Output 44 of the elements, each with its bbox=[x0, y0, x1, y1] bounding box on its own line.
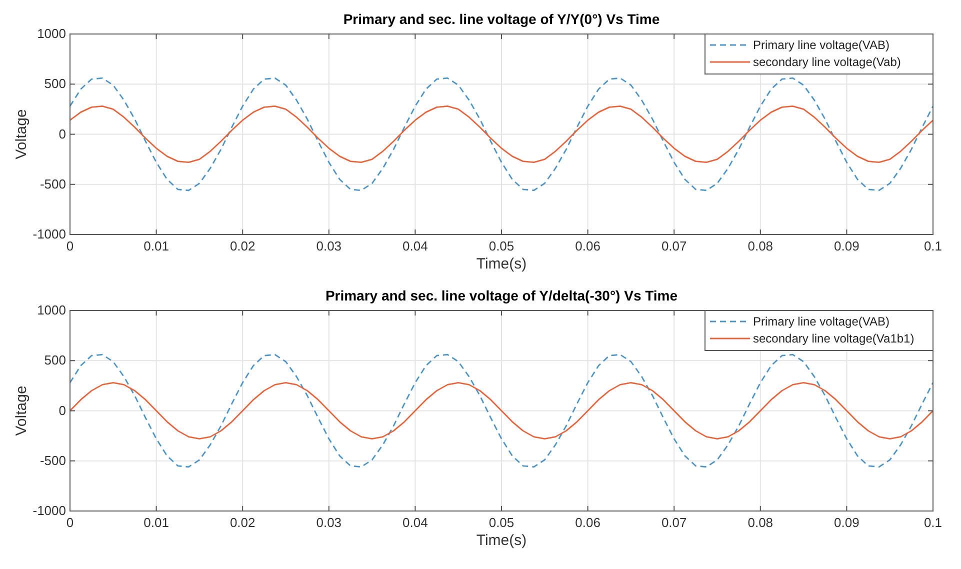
x-tick-label: 0.03 bbox=[316, 238, 342, 254]
legend-label: Primary line voltage(VAB) bbox=[753, 38, 890, 52]
legend-label: Primary line voltage(VAB) bbox=[753, 314, 890, 328]
x-tick-label: 0.06 bbox=[575, 515, 600, 530]
y-tick-label: 1000 bbox=[37, 302, 66, 318]
y-tick-label: 500 bbox=[44, 352, 66, 368]
x-axis-title: Time(s) bbox=[476, 532, 527, 549]
y-tick-label: -500 bbox=[40, 452, 66, 468]
y-tick-label: -1000 bbox=[32, 503, 66, 518]
y-tick-label: 0 bbox=[58, 126, 66, 142]
x-tick-label: 0.04 bbox=[402, 238, 428, 254]
y-tick-label: -1000 bbox=[32, 226, 66, 242]
x-tick-label: 0.04 bbox=[402, 515, 428, 530]
y-tick-label: 500 bbox=[44, 76, 66, 92]
x-tick-label: 0.05 bbox=[488, 238, 514, 254]
x-tick-label: 0.07 bbox=[661, 515, 687, 530]
y-axis-title: Voltage bbox=[13, 109, 30, 160]
x-tick-label: 0.05 bbox=[488, 515, 514, 530]
x-tick-label: 0.1 bbox=[924, 238, 942, 254]
x-tick-label: 0.09 bbox=[834, 238, 860, 254]
y-tick-label: -500 bbox=[40, 176, 66, 192]
x-tick-label: 0.02 bbox=[230, 238, 256, 254]
x-tick-label: 0.03 bbox=[316, 515, 342, 530]
x-tick-label: 0.01 bbox=[144, 238, 169, 254]
y-tick-label: 0 bbox=[58, 402, 66, 418]
chart-title: Primary and sec. line voltage of Y/delta(-30°) Vs Time bbox=[325, 288, 678, 304]
x-tick-label: 0.01 bbox=[144, 515, 169, 530]
line-series bbox=[69, 382, 934, 440]
x-tick-label: 0.08 bbox=[748, 515, 774, 530]
x-axis-title: Time(s) bbox=[476, 256, 527, 272]
x-tick-label: 0.08 bbox=[748, 238, 774, 254]
x-tick-label: 0.02 bbox=[230, 515, 256, 530]
y-axis-title: Voltage bbox=[13, 386, 30, 436]
x-tick-label: 0.07 bbox=[661, 238, 687, 254]
x-tick-label: 0.1 bbox=[924, 515, 942, 530]
chart-title: Primary and sec. line voltage of Y/Y(0°) Vs Time bbox=[343, 11, 660, 27]
line-series bbox=[69, 105, 934, 164]
line-series bbox=[69, 77, 934, 192]
y-tick-label: 1000 bbox=[37, 26, 66, 41]
x-tick-label: 0.09 bbox=[834, 515, 860, 530]
legend-label: secondary line voltage(Vab) bbox=[753, 55, 901, 69]
line-series bbox=[69, 354, 934, 468]
x-tick-label: 0.06 bbox=[575, 238, 600, 254]
legend-label: secondary line voltage(Va1b1) bbox=[753, 332, 914, 346]
